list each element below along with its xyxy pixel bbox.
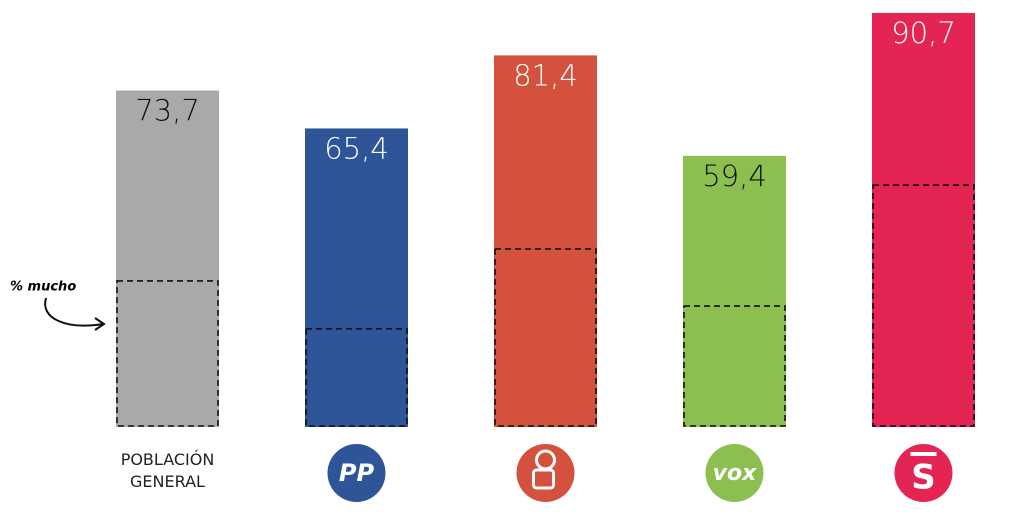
mucho-segment [683,305,786,427]
logo-bar [910,452,937,456]
party-logo [327,444,386,502]
bar [305,128,408,427]
value-label: 59,4 [702,159,767,193]
bar [494,55,597,428]
mucho-segment [872,184,975,427]
bar [683,155,786,428]
x-tick-label: POBLACIÓN GENERAL [121,450,215,491]
logo-fist [532,468,555,490]
x-tick-label-line: POBLACIÓN [121,450,215,469]
x-tick-label: vox [713,461,757,486]
x-tick-label: PP [339,459,375,487]
value-label: 65,4 [324,131,389,165]
x-tick-label-line: GENERAL [130,472,205,491]
annotation: % mucho [10,280,76,295]
logo-s: S [911,458,936,498]
mucho-segment [116,280,219,427]
bar [872,12,975,428]
annotation-arrow [44,297,104,327]
bar [116,90,219,427]
party-logo [894,444,953,502]
value-label: 81,4 [513,58,578,92]
party-logo [516,444,575,502]
party-logo [705,444,764,502]
value-label: 73,7 [135,94,200,128]
mucho-segment [305,328,408,427]
annotation-arrowhead [94,317,106,331]
value-label: 90,7 [891,16,956,50]
mucho-segment [494,248,597,427]
